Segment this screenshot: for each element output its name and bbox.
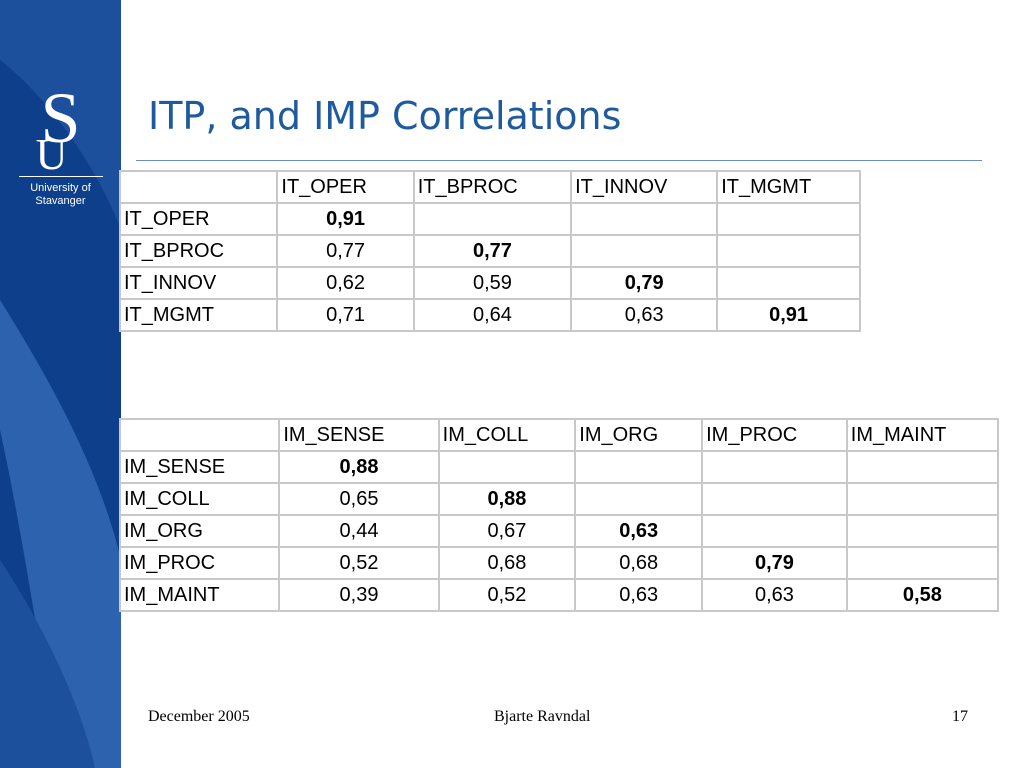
column-header: IM_MAINT	[845, 418, 1000, 452]
correlation-cell	[716, 234, 861, 268]
column-header: IM_PROC	[701, 418, 848, 452]
row-label: IT_BPROC	[118, 234, 279, 268]
correlation-cell	[437, 450, 577, 484]
correlation-cell: 0,67	[437, 514, 577, 548]
footer-author: Bjarte Ravndal	[494, 708, 591, 725]
correlation-cell: 0,77	[276, 234, 415, 268]
correlation-cell: 0,62	[276, 266, 415, 300]
diagonal-value-cell: 0,91	[276, 202, 415, 236]
table-row: IM_ORG 0,44 0,67 0,63	[118, 514, 1000, 548]
table-row: IT_BPROC 0,77 0,77	[118, 234, 861, 268]
column-header: IM_SENSE	[278, 418, 440, 452]
correlation-cell	[412, 202, 573, 236]
diagonal-value-cell: 0,58	[845, 578, 1000, 612]
correlation-cell: 0,39	[278, 578, 440, 612]
correlation-cell	[570, 234, 719, 268]
slide-title: ITP, and IMP Correlations	[148, 94, 622, 138]
correlation-cell	[701, 482, 848, 516]
diagonal-value-cell: 0,63	[574, 514, 704, 548]
row-label: IM_SENSE	[118, 450, 281, 484]
diagonal-value-cell: 0,79	[701, 546, 848, 580]
diagonal-value-cell: 0,88	[437, 482, 577, 516]
university-logo: S U University of Stavanger	[0, 78, 121, 208]
correlation-cell: 0,59	[412, 266, 573, 300]
table-row: IM_PROC 0,52 0,68 0,68 0,79	[118, 546, 1000, 580]
correlation-cell	[845, 514, 1000, 548]
table-row: IM_SENSE 0,88	[118, 450, 1000, 484]
footer-page-number: 17	[952, 708, 968, 725]
correlation-cell	[845, 546, 1000, 580]
correlation-cell	[574, 450, 704, 484]
column-header: IT_OPER	[276, 170, 415, 204]
correlation-cell	[574, 482, 704, 516]
table-header-row: IT_OPER IT_BPROC IT_INNOV IT_MGMT	[118, 170, 861, 204]
correlation-cell: 0,63	[574, 578, 704, 612]
column-header: IM_COLL	[437, 418, 577, 452]
row-label: IM_MAINT	[118, 578, 281, 612]
row-label: IM_PROC	[118, 546, 281, 580]
column-header: IT_INNOV	[570, 170, 719, 204]
corner-cell	[118, 170, 279, 204]
row-label: IT_INNOV	[118, 266, 279, 300]
table-row: IM_MAINT 0,39 0,52 0,63 0,63 0,58	[118, 578, 1000, 612]
logo-text-line1: University of	[30, 182, 91, 194]
sidebar-background	[0, 0, 121, 768]
sidebar-panel: S U University of Stavanger	[0, 0, 121, 768]
row-label: IM_ORG	[118, 514, 281, 548]
row-label: IM_COLL	[118, 482, 281, 516]
correlation-cell	[570, 202, 719, 236]
correlation-cell	[701, 514, 848, 548]
correlation-cell: 0,68	[437, 546, 577, 580]
logo-s-mark: S	[40, 78, 81, 158]
table-row: IT_OPER 0,91	[118, 202, 861, 236]
correlation-cell	[716, 202, 861, 236]
it-correlation-table: IT_OPER IT_BPROC IT_INNOV IT_MGMT IT_OPER 0,9…	[118, 170, 861, 332]
logo-text-line2: Stavanger	[35, 195, 86, 207]
diagonal-value-cell: 0,79	[570, 266, 719, 300]
correlation-cell: 0,44	[278, 514, 440, 548]
table-row: IT_MGMT 0,71 0,64 0,63 0,91	[118, 298, 861, 332]
logo-divider	[18, 176, 103, 177]
correlation-cell: 0,63	[701, 578, 848, 612]
correlation-cell: 0,71	[276, 298, 415, 332]
column-header: IT_BPROC	[412, 170, 573, 204]
correlation-cell	[701, 450, 848, 484]
table-row: IM_COLL 0,65 0,88	[118, 482, 1000, 516]
column-header: IT_MGMT	[716, 170, 861, 204]
diagonal-value-cell: 0,88	[278, 450, 440, 484]
corner-cell	[118, 418, 281, 452]
correlation-cell	[845, 450, 1000, 484]
correlation-cell	[845, 482, 1000, 516]
table-row: IT_INNOV 0,62 0,59 0,79	[118, 266, 861, 300]
footer-date: December 2005	[148, 708, 250, 725]
row-label: IT_MGMT	[118, 298, 279, 332]
diagonal-value-cell: 0,77	[412, 234, 573, 268]
correlation-cell	[716, 266, 861, 300]
title-underline	[136, 160, 982, 161]
row-label: IT_OPER	[118, 202, 279, 236]
diagonal-value-cell: 0,91	[716, 298, 861, 332]
correlation-cell: 0,63	[570, 298, 719, 332]
correlation-cell: 0,68	[574, 546, 704, 580]
correlation-cell: 0,52	[437, 578, 577, 612]
table-header-row: IM_SENSE IM_COLL IM_ORG IM_PROC IM_MAINT	[118, 418, 1000, 452]
im-correlation-table: IM_SENSE IM_COLL IM_ORG IM_PROC IM_MAINT IM_S…	[118, 418, 1000, 612]
correlation-cell: 0,65	[278, 482, 440, 516]
column-header: IM_ORG	[574, 418, 704, 452]
correlation-cell: 0,64	[412, 298, 573, 332]
correlation-cell: 0,52	[278, 546, 440, 580]
logo-u-mark: U	[35, 130, 68, 179]
